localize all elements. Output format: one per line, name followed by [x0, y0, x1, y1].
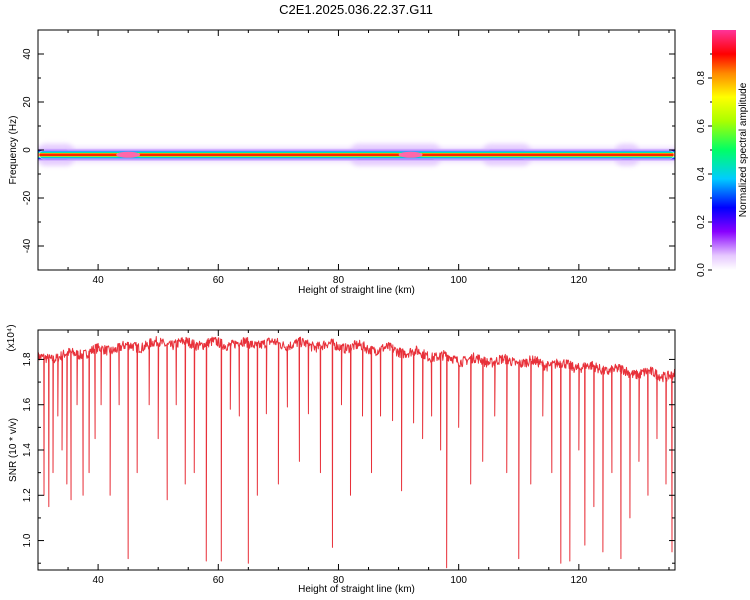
snr-axes: 40 60 80 100 120 1.0 1.2 1.4 1.6 1.8: [22, 330, 675, 586]
chart-title: C2E1.2025.036.22.37.G11: [279, 2, 433, 17]
colorbar-label: Normalized spectral amplitude: [738, 82, 749, 217]
heatmap-peak: [398, 151, 423, 158]
spectrogram-ylabel: Frequency (Hz): [8, 116, 19, 185]
snr-line-plot: [38, 336, 675, 569]
spectrogram-x-tick-label: 100: [450, 275, 467, 286]
spectrogram-x-tick-label: 40: [93, 275, 105, 286]
snr-x-tick-label: 60: [213, 575, 225, 586]
heatmap-band-layer-5: [38, 153, 675, 157]
snr-y-tick-label: 1.4: [22, 443, 33, 457]
snr-x-tick-label: 40: [93, 575, 105, 586]
heatmap-band-outline: [38, 150, 675, 160]
spectrogram-axes: 40 60 80 100 120 -40 -20 0 20 40: [22, 29, 675, 286]
colorbar-axis: 0.0 0.2 0.4 0.6 0.8: [696, 53, 712, 277]
colorbar-gradient: [712, 30, 736, 270]
snr-ylabel: SNR (10 * v/v): [8, 418, 19, 482]
snr-y-tick-label: 1.0: [22, 533, 33, 547]
snr-y-tick-label: 1.6: [22, 397, 33, 411]
heatmap-peak: [116, 151, 141, 158]
spectrogram-x-tick-label: 120: [571, 275, 588, 286]
colorbar-tick-label: 0.2: [696, 215, 707, 229]
snr-series-line: [38, 336, 675, 569]
snr-y-tick-label: 1.8: [22, 352, 33, 366]
colorbar-tick-label: 0.0: [696, 263, 707, 277]
colorbar-tick-label: 0.8: [696, 71, 707, 85]
spectrogram-y-tick-label: 0: [22, 147, 33, 153]
colorbar-tick-label: 0.4: [696, 167, 707, 181]
snr-xlabel: Height of straight line (km): [298, 584, 415, 595]
snr-multiplier: (x10⁴): [6, 324, 17, 351]
snr-x-tick-label: 100: [450, 575, 467, 586]
spectrogram-y-tick-label: 20: [22, 96, 33, 108]
spectrogram-y-tick-label: -20: [22, 190, 33, 205]
snr-y-tick-label: 1.2: [22, 488, 33, 502]
spectrogram-x-tick-label: 60: [213, 275, 225, 286]
spectrogram-xlabel: Height of straight line (km): [298, 285, 415, 296]
spectrogram-y-tick-label: 40: [22, 48, 33, 60]
snr-x-tick-label: 80: [333, 575, 345, 586]
colorbar-tick-label: 0.6: [696, 119, 707, 133]
spectrogram-y-tick-label: -40: [22, 238, 33, 253]
spectrogram-heatmap: [38, 143, 675, 166]
snr-frame: [37, 329, 676, 571]
spectrogram-x-tick-label: 80: [333, 275, 345, 286]
snr-x-tick-label: 120: [571, 575, 588, 586]
